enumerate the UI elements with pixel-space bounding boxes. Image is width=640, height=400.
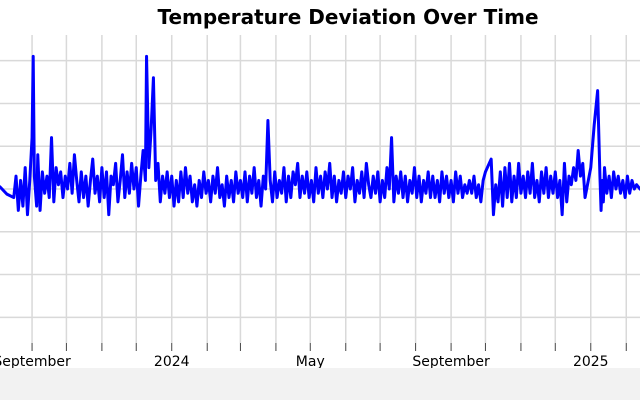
x-axis-tick-labels: September 2024 May September 2025	[0, 354, 609, 370]
x-tick-label-2025-01-01: 2025	[573, 354, 609, 370]
chart-title: Temperature Deviation Over Time	[157, 5, 539, 29]
x-axis-ticks	[31, 343, 627, 351]
x-tick-label-2024-05-01: May	[296, 354, 325, 370]
series-group	[0, 54, 640, 217]
footer-bar	[0, 368, 640, 400]
x-tick-label-2023-09-01: September	[0, 354, 71, 370]
series-line-0	[0, 54, 640, 217]
x-tick-label-2024-01-01: 2024	[154, 354, 190, 370]
x-tick-label-2024-09-01: September	[412, 354, 490, 370]
